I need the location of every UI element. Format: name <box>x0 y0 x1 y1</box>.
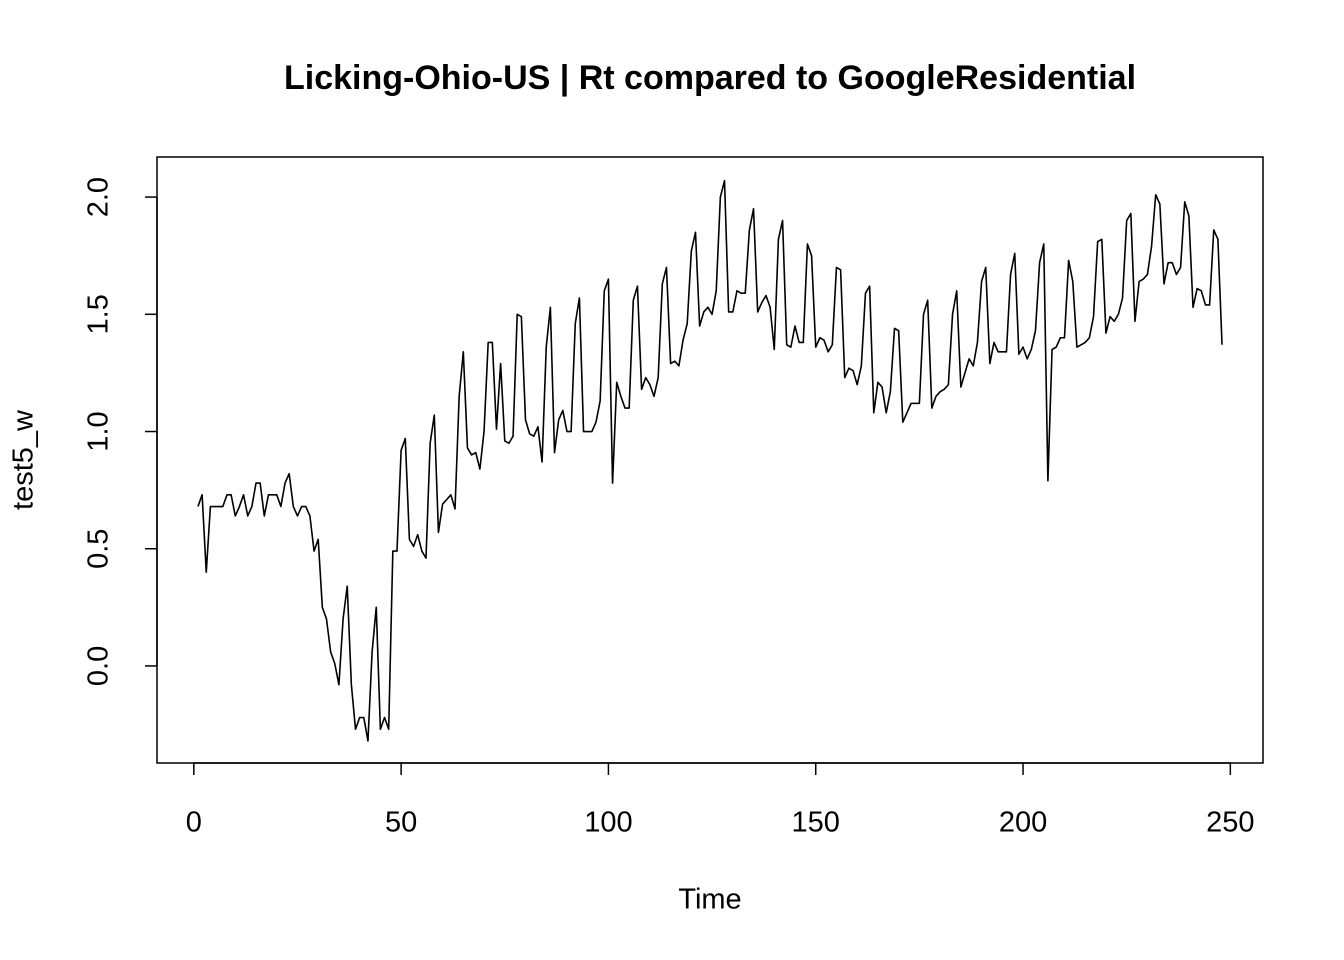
x-tick-label: 0 <box>186 807 202 839</box>
y-tick-label: 0.5 <box>83 529 115 569</box>
y-tick-label: 1.0 <box>83 411 115 451</box>
y-axis-label: test5_w <box>8 409 40 510</box>
x-tick-label: 250 <box>1206 807 1254 839</box>
x-tick-label: 200 <box>999 807 1047 839</box>
x-tick-label: 50 <box>385 807 417 839</box>
x-tick-label: 100 <box>584 807 632 839</box>
x-tick-label: 150 <box>792 807 840 839</box>
y-tick-label: 0.0 <box>83 646 115 686</box>
x-axis-label: Time <box>678 884 741 916</box>
data-line <box>197 179 1223 742</box>
y-tick-label: 2.0 <box>83 177 115 217</box>
y-tick-label: 1.5 <box>83 294 115 334</box>
chart-title: Licking-Ohio-US | Rt compared to GoogleR… <box>284 59 1136 97</box>
